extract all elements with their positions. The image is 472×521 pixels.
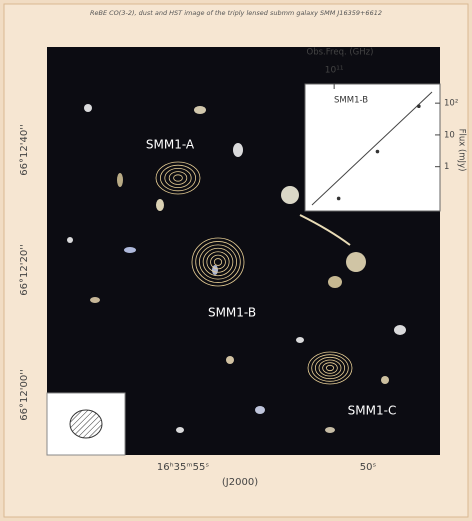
- dec-label: 66°12'00'': [19, 369, 30, 420]
- ra-label: 16ʰ35ᵐ55ˢ: [157, 462, 209, 473]
- galaxy: [296, 337, 304, 343]
- sed-point: [376, 150, 380, 154]
- sed-point: [337, 197, 341, 201]
- galaxy: [381, 376, 389, 384]
- galaxy: [67, 237, 73, 243]
- galaxy: [90, 297, 100, 303]
- sed-point: [417, 104, 421, 108]
- galaxy: [226, 356, 234, 364]
- galaxy: [84, 104, 92, 112]
- beam: [70, 410, 102, 438]
- y-tick-label: 1: [444, 162, 449, 172]
- y-tick-label: 10: [444, 130, 455, 140]
- galaxy: [394, 325, 406, 335]
- epoch: (J2000): [222, 477, 258, 488]
- figure: ReBE CO(3-2), dust and HST image of the …: [0, 0, 472, 521]
- inset-y-label: Flux (mJy): [457, 129, 467, 172]
- galaxy: [117, 173, 123, 187]
- galaxy: [156, 199, 164, 211]
- ra-label: 50ˢ: [360, 462, 377, 473]
- galaxy: [233, 143, 243, 157]
- galaxy: [281, 186, 299, 204]
- galaxy: [176, 427, 184, 433]
- dec-label: 66°12'40'': [19, 124, 30, 175]
- galaxy: [124, 247, 136, 253]
- dec-label: 66°12'20'': [19, 244, 30, 295]
- label-a: SMM1-A: [146, 138, 195, 152]
- galaxy: [328, 276, 342, 288]
- galaxy: [346, 252, 366, 272]
- inset-x-label: Obs.Freq. (GHz): [307, 48, 374, 58]
- galaxy: [194, 106, 206, 114]
- page: {"caption":"ReBE CO(3-2), dust and HST i…: [0, 0, 472, 521]
- label-b: SMM1-B: [208, 306, 256, 320]
- y-tick-label: 10²: [444, 99, 458, 109]
- caption: ReBE CO(3-2), dust and HST image of the …: [90, 9, 382, 17]
- galaxy: [255, 406, 265, 414]
- label-c: SMM1-C: [348, 404, 397, 418]
- inset-title: SMM1-B: [334, 96, 368, 106]
- x-tick-label: 10¹¹: [325, 66, 344, 76]
- galaxy: [325, 427, 335, 433]
